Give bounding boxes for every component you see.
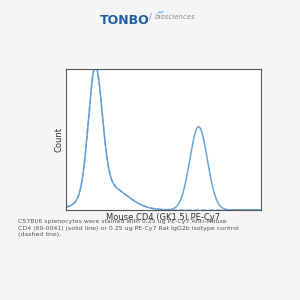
Text: ~: ~ (155, 8, 166, 19)
Y-axis label: Count: Count (54, 127, 63, 152)
Text: biosciences: biosciences (154, 14, 195, 20)
Text: TONBO: TONBO (100, 14, 150, 26)
Text: C57Bl/6 splenocytes were stained with 0.25 ug PE-Cy7 Anti-Mouse
CD4 (60-0041) (s: C57Bl/6 splenocytes were stained with 0.… (18, 219, 239, 237)
Text: /: / (149, 13, 152, 22)
X-axis label: Mouse CD4 (GK1.5) PE-Cy7: Mouse CD4 (GK1.5) PE-Cy7 (106, 213, 220, 222)
